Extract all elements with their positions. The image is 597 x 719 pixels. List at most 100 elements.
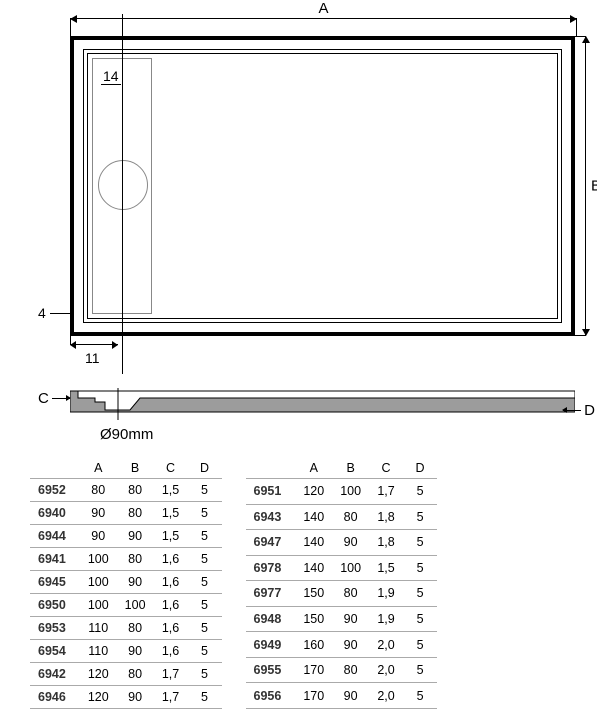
drain-offset-label: 11	[85, 350, 100, 366]
cell: 110	[80, 617, 117, 640]
cell: 1,9	[369, 606, 403, 632]
cell: 90	[332, 530, 369, 556]
cell: 100	[332, 555, 369, 581]
product-code: 6944	[30, 525, 80, 548]
cell: 5	[188, 686, 222, 709]
tray-side-view	[70, 388, 575, 420]
table-row: 6955170802,05	[246, 657, 438, 683]
cell: 140	[295, 504, 332, 530]
cell: 120	[295, 479, 332, 505]
product-code: 6951	[246, 479, 296, 505]
spec-table-right: ABCD 69511201001,756943140801,8569471409…	[246, 458, 438, 709]
cell: 90	[117, 686, 154, 709]
cell: 140	[295, 555, 332, 581]
table-row: 6947140901,85	[246, 530, 438, 556]
cell: 5	[403, 632, 437, 658]
table-row: 6949160902,05	[246, 632, 438, 658]
product-code: 6952	[30, 479, 80, 502]
label-b: B	[591, 178, 597, 195]
cell: 80	[117, 663, 154, 686]
col-header: D	[188, 458, 222, 479]
table-row: 6953110801,65	[30, 617, 222, 640]
cell: 120	[80, 686, 117, 709]
cell: 100	[117, 594, 154, 617]
col-header: B	[332, 458, 369, 479]
cell: 80	[117, 479, 154, 502]
cell: 170	[295, 683, 332, 709]
product-code: 6948	[246, 606, 296, 632]
label-c: C	[38, 390, 49, 407]
cell: 150	[295, 581, 332, 607]
cell: 1,7	[369, 479, 403, 505]
cell: 1,7	[154, 663, 188, 686]
cell: 5	[188, 548, 222, 571]
cell: 100	[80, 548, 117, 571]
table-row: 6943140801,85	[246, 504, 438, 530]
cell: 1,6	[154, 571, 188, 594]
table-row: 694090801,55	[30, 502, 222, 525]
cell: 1,9	[369, 581, 403, 607]
cell: 5	[403, 606, 437, 632]
col-header: A	[295, 458, 332, 479]
table-row: 6946120901,75	[30, 686, 222, 709]
cell: 1,7	[154, 686, 188, 709]
product-code: 6946	[30, 686, 80, 709]
cell: 170	[295, 657, 332, 683]
table-row: 69781401001,55	[246, 555, 438, 581]
table-row: 6977150801,95	[246, 581, 438, 607]
cell: 120	[80, 663, 117, 686]
table-row: 69511201001,75	[246, 479, 438, 505]
cell: 5	[188, 663, 222, 686]
label-a: A	[318, 0, 328, 17]
table-row: 694490901,55	[30, 525, 222, 548]
cell: 1,5	[154, 479, 188, 502]
cell: 110	[80, 640, 117, 663]
cell: 5	[188, 640, 222, 663]
cell: 160	[295, 632, 332, 658]
cell: 5	[403, 479, 437, 505]
cell: 5	[403, 504, 437, 530]
cell: 5	[188, 594, 222, 617]
table-row: 695280801,55	[30, 479, 222, 502]
col-header: C	[369, 458, 403, 479]
cell: 80	[80, 479, 117, 502]
cell: 2,0	[369, 632, 403, 658]
cell: 1,5	[154, 525, 188, 548]
product-code: 6943	[246, 504, 296, 530]
cell: 5	[188, 502, 222, 525]
dimension-a: A	[70, 18, 577, 19]
cell: 80	[117, 548, 154, 571]
col-header: D	[403, 458, 437, 479]
drain-circle-icon	[98, 160, 148, 210]
cell: 90	[117, 525, 154, 548]
cell: 90	[117, 571, 154, 594]
cell: 5	[188, 479, 222, 502]
cell: 5	[403, 581, 437, 607]
label-d: D	[584, 402, 595, 419]
cell: 5	[403, 657, 437, 683]
cell: 90	[80, 502, 117, 525]
cell: 80	[332, 657, 369, 683]
product-code: 6949	[246, 632, 296, 658]
cell: 90	[332, 632, 369, 658]
cell: 5	[403, 530, 437, 556]
cell: 5	[403, 683, 437, 709]
product-code: 6947	[246, 530, 296, 556]
cell: 140	[295, 530, 332, 556]
cell: 100	[80, 594, 117, 617]
col-header: C	[154, 458, 188, 479]
drain-spec-label: Ø90mm	[100, 426, 153, 443]
cell: 80	[117, 617, 154, 640]
cell: 5	[188, 571, 222, 594]
cell: 5	[188, 525, 222, 548]
table-row: 6956170902,05	[246, 683, 438, 709]
table-row: 6948150901,95	[246, 606, 438, 632]
cell: 5	[188, 617, 222, 640]
cell: 1,6	[154, 640, 188, 663]
dimension-b: B	[575, 36, 595, 336]
drain-width-label: 14	[101, 68, 121, 85]
product-code: 6956	[246, 683, 296, 709]
product-code: 6954	[30, 640, 80, 663]
cell: 1,8	[369, 504, 403, 530]
cell: 1,6	[154, 594, 188, 617]
